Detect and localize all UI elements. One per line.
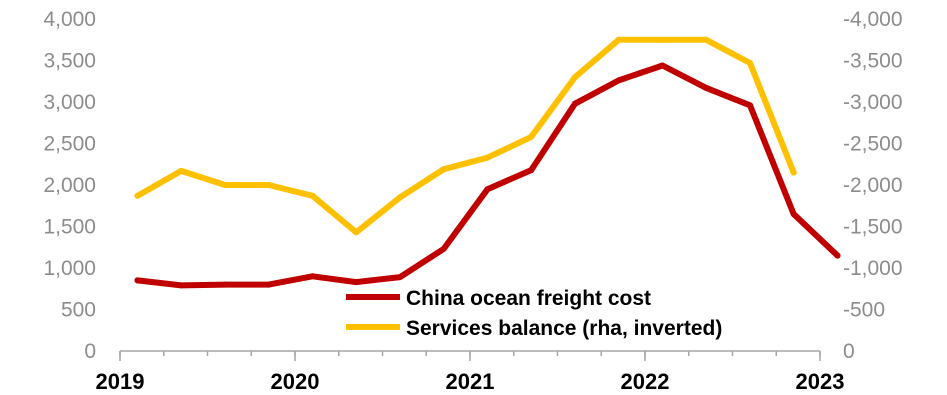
y-left-tick-label: 4,000 [43,8,96,31]
data-point-china-ocean-freight-cost [397,274,403,281]
y-right-tick-label: 0 [843,340,855,363]
y-left-tick-label: 0 [84,340,96,363]
data-point-services-balance-rha-inverted [309,192,316,199]
data-point-china-ocean-freight-cost [222,281,228,288]
data-point-services-balance-rha-inverted [178,167,185,174]
data-point-china-ocean-freight-cost [790,211,797,218]
series-line-services-balance-rha-inverted [134,36,797,236]
legend-label: Services balance (rha, inverted) [406,317,722,340]
data-point-china-ocean-freight-cost [309,273,316,280]
data-point-china-ocean-freight-cost [572,100,578,107]
y-right-tick-label: -2,500 [843,133,903,156]
axes: 2019 2020 2021 2022 2023 0 500 1,000 1,500 2,000 2… [43,8,902,394]
series-layer [134,36,841,289]
x-tick-label: 2020 [271,369,320,394]
y-left-tick-label: 2,000 [43,174,96,197]
data-point-china-ocean-freight-cost [659,62,666,69]
y-right-tick-label: -3,000 [843,91,903,114]
x-tick-label: 2021 [446,369,495,394]
data-point-china-ocean-freight-cost [353,279,360,286]
y-right-tick-label: -1,500 [843,216,903,239]
data-point-services-balance-rha-inverted [790,169,797,176]
data-point-services-balance-rha-inverted [572,74,578,81]
y-left-tick-label: 2,500 [43,133,96,156]
legend-label: China ocean freight cost [406,287,651,310]
data-point-services-balance-rha-inverted [134,192,141,199]
series-line-china-ocean-freight-cost [134,62,841,289]
data-point-china-ocean-freight-cost [528,167,535,174]
y-right-tick-label: -1,000 [843,257,903,280]
x-tick-label: 2022 [621,369,670,394]
data-point-services-balance-rha-inverted [659,36,666,43]
y-left-tick-label: 500 [61,299,96,322]
data-point-services-balance-rha-inverted [353,229,360,236]
data-point-china-ocean-freight-cost [484,186,491,193]
data-point-china-ocean-freight-cost [440,245,447,252]
data-point-services-balance-rha-inverted [747,60,753,66]
data-point-china-ocean-freight-cost [265,281,272,288]
data-point-services-balance-rha-inverted [222,182,228,188]
data-point-services-balance-rha-inverted [615,36,622,43]
y-left-tick-label: 1,500 [43,216,96,239]
y-right-tick-label: -2,000 [843,174,903,197]
data-point-china-ocean-freight-cost [747,102,753,109]
y-left-tick-label: 3,000 [43,91,96,114]
y-right-tick-label: -3,500 [843,50,903,73]
data-point-services-balance-rha-inverted [528,133,535,140]
data-point-china-ocean-freight-cost [834,252,841,259]
data-point-china-ocean-freight-cost [703,84,710,91]
data-point-services-balance-rha-inverted [484,154,491,161]
x-tick-label: 2019 [96,369,145,394]
data-point-services-balance-rha-inverted [440,166,447,173]
data-point-china-ocean-freight-cost [134,277,141,284]
y-left-tick-label: 3,500 [43,50,96,73]
data-point-china-ocean-freight-cost [178,282,185,289]
data-point-services-balance-rha-inverted [703,36,710,43]
x-tick-label: 2023 [796,369,845,394]
legend: China ocean freight cost Services balance… [346,287,722,340]
y-right-tick-label: -500 [843,299,885,322]
data-point-services-balance-rha-inverted [397,194,403,201]
data-point-china-ocean-freight-cost [615,77,622,84]
y-left-tick-label: 1,000 [43,257,96,280]
data-point-services-balance-rha-inverted [265,182,272,188]
y-right-tick-label: -4,000 [843,8,903,31]
